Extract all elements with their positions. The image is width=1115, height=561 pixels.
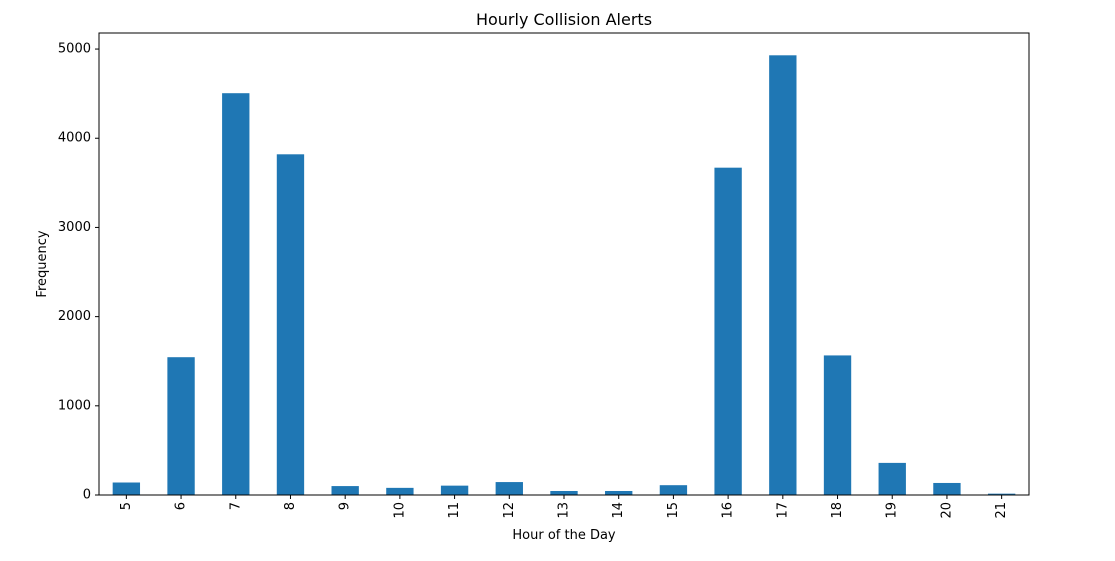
bar-8 (276, 154, 305, 496)
bar-10 (386, 487, 414, 495)
x-tick-label: 18 (830, 502, 845, 519)
bar-13 (550, 490, 578, 495)
x-tick-label: 8 (283, 502, 298, 510)
x-tick-label: 16 (721, 502, 736, 519)
x-axis-label: Hour of the Day (512, 528, 616, 543)
y-tick-label: 4000 (58, 131, 91, 146)
x-tick-label: 11 (447, 502, 462, 519)
bar-17 (769, 55, 797, 496)
x-tick-label: 7 (228, 502, 243, 510)
x-tick-label: 14 (611, 502, 626, 519)
y-tick-label: 0 (83, 488, 91, 503)
x-tick-label: 12 (502, 502, 517, 519)
y-tick-label: 5000 (58, 42, 91, 57)
y-tick-label: 1000 (58, 398, 91, 413)
bar-11 (440, 485, 469, 495)
x-tick-label: 17 (775, 502, 790, 519)
bar-15 (659, 485, 688, 495)
bar-9 (331, 486, 359, 495)
bar-7 (222, 93, 250, 495)
x-tick-label: 6 (174, 502, 189, 510)
y-tick-label: 3000 (58, 220, 91, 235)
bar-19 (878, 462, 906, 495)
ticks-layer: 5 6 7 8 9 10 11 12 13 14 15 16 17 18 19 20 21 0 1000 2000 30… (58, 42, 1009, 519)
x-tick-label: 9 (338, 502, 353, 510)
x-tick-label: 19 (885, 502, 900, 519)
x-tick-label: 13 (557, 502, 572, 519)
chart-title: Hourly Collision Alerts (476, 10, 652, 29)
x-tick-label: 21 (994, 502, 1009, 519)
bar-20 (933, 482, 961, 495)
bar-21 (987, 493, 1016, 495)
bar-6 (167, 357, 195, 495)
bar-5 (112, 482, 141, 495)
x-tick-label: 5 (119, 502, 134, 510)
x-tick-label: 10 (392, 502, 407, 519)
bar-16 (714, 167, 742, 495)
bar-12 (495, 482, 523, 495)
bar-18 (823, 355, 852, 495)
y-axis-label: Frequency (35, 230, 50, 297)
bar-14 (605, 490, 633, 495)
x-tick-label: 20 (939, 502, 954, 519)
plot-frame (98, 32, 1030, 496)
bars-layer (112, 55, 1016, 496)
x-tick-label: 15 (666, 502, 681, 519)
y-tick-label: 2000 (58, 309, 91, 324)
